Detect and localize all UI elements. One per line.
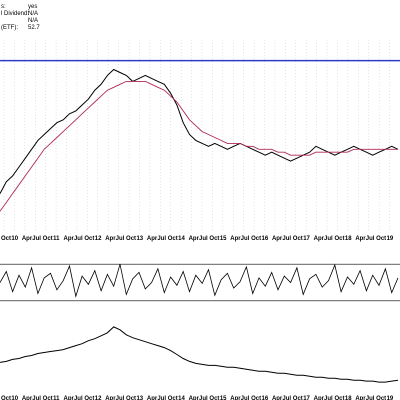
- x-tick-bottom-0: Oct: [1, 396, 11, 400]
- x-tick-top-8: Oct: [84, 236, 94, 242]
- x-tick-top-32: Oct: [334, 236, 344, 242]
- x-tick-top-10: Apr: [105, 236, 116, 242]
- x-tick-top-7: Jul: [74, 236, 83, 242]
- x-tick-bottom-8: Oct: [84, 396, 94, 400]
- x-axis-ticks-bottom: Oct 10 Apr Jul Oct 11 Apr Jul Oct 12 Apr Jul Oct 13 Ap…: [1, 396, 394, 400]
- x-tick-bottom-4: Oct: [43, 396, 53, 400]
- x-tick-bottom-27: Jul: [282, 396, 291, 400]
- x-tick-bottom-3: Jul: [32, 396, 41, 400]
- x-tick-bottom-18: Apr: [189, 396, 200, 400]
- x-tick-top-12: Oct: [126, 236, 136, 242]
- x-tick-top-23: Jul: [241, 236, 250, 242]
- x-tick-bottom-29: 17: [303, 396, 310, 400]
- x-tick-bottom-12: Oct: [126, 396, 136, 400]
- x-tick-bottom-17: 14: [178, 396, 185, 400]
- x-tick-bottom-21: 15: [220, 396, 227, 400]
- x-tick-top-17: 14: [178, 236, 185, 242]
- x-tick-top-25: 16: [262, 236, 269, 242]
- x-tick-top-5: 11: [53, 236, 60, 242]
- x-tick-top-19: Jul: [199, 236, 208, 242]
- x-tick-top-0: Oct: [1, 236, 11, 242]
- info-label-1: l Dividend:: [1, 11, 29, 17]
- oscillator-panel: [0, 263, 400, 302]
- x-tick-top-21: 15: [220, 236, 227, 242]
- x-tick-top-29: 17: [303, 236, 310, 242]
- oscillator-line: [0, 263, 399, 298]
- x-tick-bottom-31: Jul: [324, 396, 333, 400]
- x-tick-top-28: Oct: [293, 236, 303, 242]
- info-value-3: 52.7: [28, 25, 40, 31]
- x-tick-bottom-34: Apr: [355, 396, 366, 400]
- x-tick-top-24: Oct: [251, 236, 261, 242]
- info-value-2: N/A: [28, 18, 38, 24]
- moving-average-line: [0, 80, 398, 212]
- x-tick-bottom-32: Oct: [334, 396, 344, 400]
- x-tick-bottom-10: Apr: [105, 396, 116, 400]
- x-tick-bottom-33: 18: [345, 396, 352, 400]
- x-tick-top-3: Jul: [32, 236, 41, 242]
- x-tick-top-37: 19: [387, 236, 394, 242]
- x-tick-bottom-28: Oct: [293, 396, 303, 400]
- x-tick-bottom-15: Jul: [157, 396, 166, 400]
- x-tick-top-27: Jul: [282, 236, 291, 242]
- x-tick-top-16: Oct: [168, 236, 178, 242]
- x-tick-bottom-9: 12: [95, 396, 102, 400]
- x-tick-top-20: Oct: [209, 236, 219, 242]
- info-label-0: s:: [1, 4, 6, 10]
- x-tick-bottom-5: 11: [53, 396, 60, 400]
- x-tick-bottom-22: Apr: [230, 396, 241, 400]
- x-tick-bottom-19: Jul: [199, 396, 208, 400]
- info-label-3: (ETF):: [1, 25, 18, 31]
- x-tick-bottom-24: Oct: [251, 396, 261, 400]
- relative-panel: [0, 326, 399, 383]
- x-tick-bottom-35: Jul: [366, 396, 375, 400]
- x-tick-top-33: 18: [345, 236, 352, 242]
- info-value-1: N/A: [28, 11, 38, 17]
- x-tick-top-13: 13: [136, 236, 143, 242]
- x-tick-bottom-30: Apr: [314, 396, 325, 400]
- x-tick-top-1: 10: [11, 236, 18, 242]
- relative-strength-line: [0, 326, 399, 383]
- x-tick-top-9: 12: [95, 236, 102, 242]
- x-tick-top-26: Apr: [272, 236, 283, 242]
- x-tick-top-22: Apr: [230, 236, 241, 242]
- x-tick-top-18: Apr: [189, 236, 200, 242]
- x-tick-top-14: Apr: [147, 236, 158, 242]
- x-tick-top-35: Jul: [366, 236, 375, 242]
- x-tick-top-4: Oct: [43, 236, 53, 242]
- x-tick-bottom-2: Apr: [22, 396, 33, 400]
- x-tick-bottom-6: Apr: [64, 396, 75, 400]
- price-line: [0, 68, 399, 194]
- x-tick-bottom-11: Jul: [116, 396, 125, 400]
- info-value-0: yes: [28, 4, 37, 10]
- x-tick-bottom-25: 16: [262, 396, 269, 400]
- x-tick-bottom-37: 19: [387, 396, 394, 400]
- x-tick-bottom-23: Jul: [241, 396, 250, 400]
- x-tick-top-11: Jul: [116, 236, 125, 242]
- x-tick-top-36: Oct: [376, 236, 386, 242]
- x-tick-top-34: Apr: [355, 236, 366, 242]
- x-axis-ticks-top: Oct 10 Apr Jul Oct 11 Apr Jul Oct 12 Apr Jul Oct 13 Ap…: [1, 236, 394, 242]
- x-tick-bottom-20: Oct: [209, 396, 219, 400]
- x-tick-top-6: Apr: [64, 236, 75, 242]
- x-tick-top-31: Jul: [324, 236, 333, 242]
- x-tick-bottom-14: Apr: [147, 396, 158, 400]
- x-tick-bottom-7: Jul: [74, 396, 83, 400]
- x-tick-bottom-36: Oct: [376, 396, 386, 400]
- x-tick-bottom-1: 10: [11, 396, 18, 400]
- info-box: s: yes l Dividend: N/A N/A (ETF): 52.7: [1, 4, 40, 31]
- x-tick-bottom-16: Oct: [168, 396, 178, 400]
- x-tick-top-30: Apr: [314, 236, 325, 242]
- x-tick-bottom-26: Apr: [272, 396, 283, 400]
- price-panel: [0, 59, 400, 212]
- x-tick-top-2: Apr: [22, 236, 33, 242]
- x-tick-bottom-13: 13: [136, 396, 143, 400]
- x-tick-top-15: Jul: [157, 236, 166, 242]
